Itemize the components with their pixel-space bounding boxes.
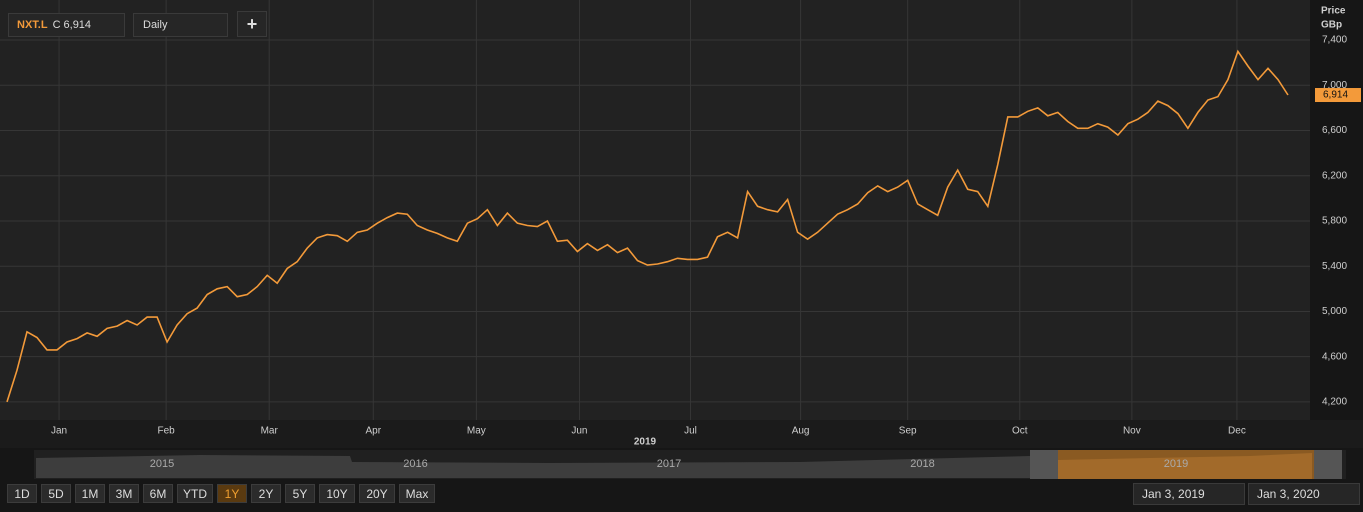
add-button[interactable]: + <box>237 11 267 37</box>
range-button[interactable]: 3M <box>109 484 139 503</box>
range-button[interactable]: Max <box>399 484 435 503</box>
x-tick-label: Oct <box>1012 426 1028 437</box>
x-tick-label: Aug <box>792 426 810 437</box>
y-tick-label: 6,600 <box>1322 125 1347 136</box>
y-tick-label: 5,800 <box>1322 216 1347 227</box>
range-button[interactable]: 10Y <box>319 484 355 503</box>
date-to-box[interactable]: Jan 3, 2020 <box>1248 483 1360 505</box>
x-tick-label: Jun <box>571 426 587 437</box>
date-from-box[interactable]: Jan 3, 2019 <box>1133 483 1245 505</box>
y-tick-label: 4,200 <box>1322 397 1347 408</box>
range-button[interactable]: 20Y <box>359 484 395 503</box>
interval-box[interactable]: Daily <box>133 13 228 37</box>
last-price-label: 6,914 <box>1323 90 1348 101</box>
range-button[interactable]: 5Y <box>285 484 315 503</box>
add-label: + <box>246 13 258 34</box>
x-tick-label: Mar <box>261 426 279 437</box>
date-from: Jan 3, 2019 <box>1142 487 1205 501</box>
last-price-tag <box>1315 88 1361 103</box>
y-tick-label: 6,200 <box>1322 170 1347 181</box>
navigator-area <box>36 455 1030 478</box>
interval: Daily <box>143 19 168 31</box>
close-prefix: C <box>52 19 61 31</box>
y-tick-label: 7,000 <box>1322 80 1347 91</box>
navigator-handle[interactable] <box>1030 450 1058 479</box>
axis-unit: GBp <box>1321 20 1342 31</box>
year-label: 2019 <box>634 437 657 448</box>
navigator-handle[interactable] <box>1314 450 1342 479</box>
range-button[interactable]: 1M <box>75 484 105 503</box>
x-tick-label: May <box>467 426 486 437</box>
x-tick-label: Dec <box>1228 426 1246 437</box>
range-button[interactable]: 1Y <box>217 484 247 503</box>
range-button[interactable]: 2Y <box>251 484 281 503</box>
date-to: Jan 3, 2020 <box>1257 487 1320 501</box>
navigator-year: 2017 <box>657 458 681 470</box>
x-tick-label: Apr <box>366 426 382 437</box>
y-tick-label: 4,600 <box>1322 351 1347 362</box>
range-button[interactable]: YTD <box>177 484 213 503</box>
x-axis-band <box>0 420 1363 448</box>
navigator-selection-area <box>1058 453 1312 479</box>
close: 6,914 <box>63 19 92 31</box>
navigator-year: 2016 <box>403 458 427 470</box>
price-line <box>6 49 1289 403</box>
y-tick-label: 7,400 <box>1322 35 1347 46</box>
symbol: NXT.L <box>17 19 48 31</box>
axis-title: Price <box>1321 6 1346 17</box>
x-tick-label: Feb <box>158 426 176 437</box>
y-tick-label: 5,400 <box>1322 261 1347 272</box>
x-tick-label: Sep <box>899 426 917 437</box>
navigator-year: 2018 <box>910 458 934 470</box>
y-tick-label: 5,000 <box>1322 306 1347 317</box>
navigator-year: 2019 <box>1164 458 1188 470</box>
range-button[interactable]: 6M <box>143 484 173 503</box>
range-button[interactable]: 5D <box>41 484 71 503</box>
symbol-box[interactable]: NXT.L C 6,914 <box>8 13 125 37</box>
x-tick-label: Nov <box>1123 426 1141 437</box>
range-button[interactable]: 1D <box>7 484 37 503</box>
x-tick-label: Jan <box>51 426 67 437</box>
navigator-year: 2015 <box>150 458 174 470</box>
x-tick-label: Jul <box>684 426 697 437</box>
plot-area <box>0 0 1310 420</box>
